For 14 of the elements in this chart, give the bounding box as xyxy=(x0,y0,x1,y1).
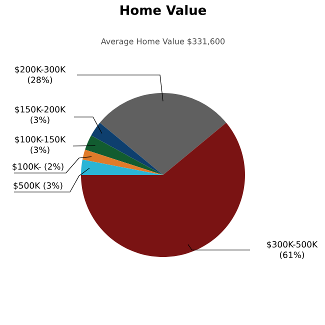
slice-label: $300K-500K xyxy=(267,240,318,249)
data-label: (3%) xyxy=(44,182,62,190)
chart-subtitle: Average Home Value $331,600 xyxy=(100,38,225,46)
slice-label: $150K-200K xyxy=(15,106,66,114)
data-label: (3%) xyxy=(30,146,50,154)
data-label: (61%) xyxy=(280,251,304,260)
slice-label: $100K- xyxy=(12,163,41,171)
data-label: (28%) xyxy=(28,76,52,84)
chart-title: Home Value xyxy=(120,4,206,16)
data-label: (3%) xyxy=(30,116,50,124)
slice-label: $500K xyxy=(14,182,40,190)
slice-label: $200K-300K xyxy=(15,66,66,74)
slice-label: $100K-150K xyxy=(15,136,66,144)
data-label: (2%) xyxy=(44,163,64,171)
